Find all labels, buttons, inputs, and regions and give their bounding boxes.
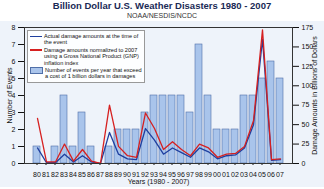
svg-text:87: 87 — [96, 171, 104, 178]
svg-text:81: 81 — [42, 171, 50, 178]
svg-text:00: 00 — [213, 171, 221, 178]
html-text:Actual damage amounts at the t: Actual damage amounts at the time of the… — [44, 33, 139, 46]
svg-text:100: 100 — [301, 82, 314, 89]
svg-text:8: 8 — [12, 24, 16, 31]
svg-text:0: 0 — [302, 160, 306, 167]
svg-text:6: 6 — [12, 58, 16, 65]
svg-text:Number of Events: Number of Events — [6, 67, 13, 124]
svg-text:03: 03 — [240, 171, 248, 178]
html-text:NOAA/NESDIS/NCDC: NOAA/NESDIS/NCDC — [127, 12, 197, 19]
svg-text:4: 4 — [11, 91, 16, 99]
svg-text:50: 50 — [302, 121, 310, 128]
svg-text:07: 07 — [276, 171, 284, 178]
svg-text:25: 25 — [302, 140, 310, 147]
svg-text:83: 83 — [60, 171, 68, 178]
svg-text:7: 7 — [12, 41, 16, 48]
svg-text:85: 85 — [78, 171, 86, 178]
svg-text:06: 06 — [267, 171, 275, 178]
html-text:90 91 92 93 94 95 96 97: 90 91 92 93 94 95 96 97 — [123, 171, 194, 179]
svg-text:04: 04 — [249, 171, 257, 178]
svg-text:99: 99 — [204, 171, 212, 178]
svg-text:175: 175 — [302, 24, 314, 31]
svg-text:80: 80 — [33, 171, 41, 178]
svg-text:01: 01 — [222, 171, 230, 178]
html-text:Number of events per year that: Number of events per year that exceed a … — [45, 67, 142, 80]
svg-text:Years (1980 - 2007): Years (1980 - 2007) — [128, 178, 190, 186]
html-text:Damage amounts normalized to 2: Damage amounts normalized to 2007 using … — [44, 46, 139, 66]
svg-text:84: 84 — [69, 171, 77, 178]
svg-text:05: 05 — [258, 171, 266, 178]
svg-text:88: 88 — [105, 171, 113, 178]
svg-text:5: 5 — [11, 74, 16, 82]
svg-text:125: 125 — [301, 62, 314, 70]
html-text:Billion Dollar U.S. Weather Di: Billion Dollar U.S. Weather Disasters 19… — [52, 0, 272, 11]
svg-text:0: 0 — [12, 160, 16, 167]
svg-text:98: 98 — [195, 171, 203, 178]
svg-text:82: 82 — [51, 171, 59, 178]
svg-text:02: 02 — [231, 171, 239, 178]
svg-text:75: 75 — [302, 101, 310, 108]
svg-text:3: 3 — [11, 108, 16, 116]
svg-text:2: 2 — [12, 126, 16, 133]
svg-text:150: 150 — [301, 43, 314, 51]
svg-text:89: 89 — [114, 171, 122, 178]
svg-text:Damage Amounts in Billions of: Damage Amounts in Billions of Dollars — [311, 36, 319, 155]
svg-text:1: 1 — [12, 143, 16, 150]
svg-text:86: 86 — [87, 171, 95, 178]
